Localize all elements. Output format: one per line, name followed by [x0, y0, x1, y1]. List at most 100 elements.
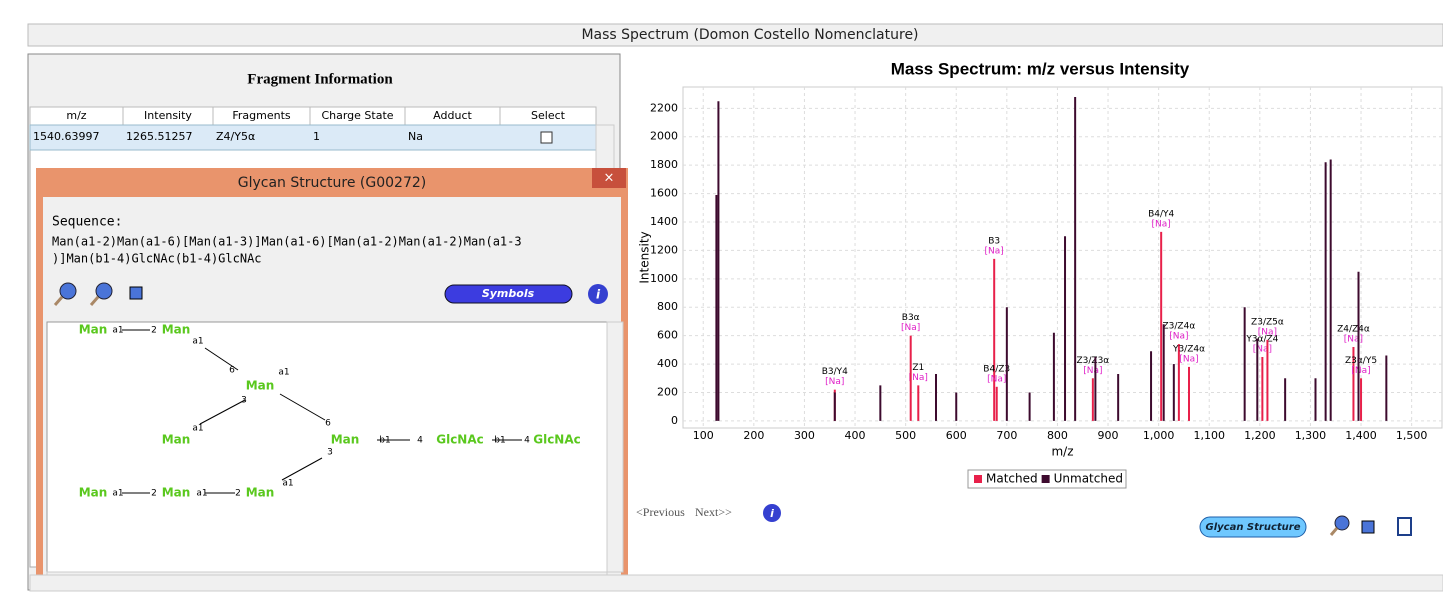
fit-icon[interactable] [1361, 520, 1375, 534]
y-tick-label: 2000 [650, 130, 678, 143]
linkage-label: 3 [241, 396, 247, 406]
column-header-label: Select [531, 109, 566, 122]
zoom-in-icon[interactable] [59, 282, 77, 300]
export-icon[interactable] [1397, 517, 1412, 536]
dialog-title: Glycan Structure (G00272) [238, 175, 427, 191]
edge [279, 393, 326, 421]
x-tick-label: 600 [946, 429, 967, 442]
peak-annotation: B4/Z3 [983, 364, 1010, 374]
y-tick-label: 200 [657, 385, 678, 398]
x-tick-label: 300 [794, 429, 815, 442]
glycan-node: Man [162, 323, 191, 337]
peak-annotation: Y3/Z4α [1172, 344, 1205, 354]
symbols-button[interactable] [444, 284, 573, 304]
x-axis-label: m/z [1051, 445, 1073, 459]
adduct-annotation: [Na] [1179, 354, 1198, 364]
linkage-label: 2 [151, 489, 157, 499]
glycan-node: Man [162, 486, 191, 500]
linkage-label: a1 [278, 368, 289, 378]
x-tick-label: 1,400 [1345, 429, 1377, 442]
peak-annotation: Z3α/Y5 [1345, 356, 1377, 366]
x-tick-label: 800 [1047, 429, 1068, 442]
glycan-structure-button[interactable] [1199, 516, 1307, 538]
x-tick-label: 500 [895, 429, 916, 442]
select-checkbox[interactable] [540, 131, 553, 144]
table-cell: Z4/Y5α [216, 130, 255, 143]
glycan-structure-label: Glycan Structure [1205, 522, 1300, 533]
linkage-label: a1 [192, 337, 203, 347]
column-header-label: Adduct [433, 109, 472, 122]
linkage-label: 2 [151, 326, 157, 336]
zoom-in-icon[interactable] [1334, 515, 1350, 531]
glycan-node: GlcNAc [436, 433, 484, 447]
adduct-annotation: [Na] [1083, 366, 1102, 376]
y-tick-label: 600 [657, 329, 678, 342]
toolbar [53, 282, 143, 306]
column-header-label: m/z [66, 109, 86, 122]
glycan-node: Man [246, 379, 275, 393]
y-tick-label: 1600 [650, 187, 678, 200]
plot-area [682, 86, 1443, 429]
linkage-label: 3 [327, 448, 333, 458]
sequence-line: Man(a1-2)Man(a1-6)[Man(a1-3)]Man(a1-6)[M… [52, 235, 522, 249]
legend-label: Unmatched [1054, 472, 1123, 486]
peak-annotation: B3/Y4 [822, 367, 848, 377]
table-row [29, 124, 597, 151]
glycan-node: GlcNAc [533, 433, 581, 447]
adduct-annotation: [Na] [909, 373, 928, 383]
linkage-label: 2 [235, 489, 241, 499]
legend-swatch [974, 475, 982, 483]
icon-handle [89, 296, 100, 306]
info-icon[interactable] [588, 284, 608, 304]
y-tick-label: 1000 [650, 272, 678, 285]
x-tick-label: 100 [693, 429, 714, 442]
peak-annotation: Y3α/Z4 [1245, 334, 1278, 344]
peak-annotation: Z3/Z5α [1251, 317, 1284, 327]
linkage-label: 6 [325, 419, 331, 429]
linkage-label: b1 [494, 436, 505, 446]
glycan-canvas [46, 321, 608, 573]
edge [281, 457, 323, 481]
legend-swatch [1041, 475, 1050, 483]
adduct-annotation: [Na] [901, 323, 920, 333]
adduct-annotation: [Na] [1253, 344, 1272, 354]
next-link[interactable]: Next>> [695, 505, 732, 519]
title-bar [27, 23, 1443, 47]
sequence-label: Sequence: [52, 215, 122, 230]
y-tick-label: 1400 [650, 215, 678, 228]
peak-annotation: B4/Y4 [1148, 209, 1174, 219]
info-glyph: i [596, 288, 601, 302]
glycan-node: Man [331, 433, 360, 447]
peak-annotation: Z1 [912, 363, 924, 373]
previous-link[interactable]: <Previous [636, 505, 685, 519]
adduct-annotation: [Na] [987, 374, 1006, 384]
zoom-out-icon[interactable] [95, 282, 113, 300]
fit-icon[interactable] [129, 286, 143, 300]
adduct-annotation: [Na] [1169, 332, 1188, 342]
table-cell: 1 [313, 130, 320, 143]
linkage-label: a1 [196, 489, 207, 499]
table-cell: Na [408, 130, 423, 143]
adduct-annotation: [Na] [1351, 366, 1370, 376]
chart-title: Mass Spectrum: m/z versus Intensity [891, 59, 1190, 78]
scrollbar[interactable] [606, 321, 624, 573]
linkage-label: a1 [192, 424, 203, 434]
x-tick-label: 1,300 [1295, 429, 1327, 442]
edge [199, 399, 246, 425]
column-header-label: Charge State [321, 109, 393, 122]
linkage-label: 4 [524, 436, 530, 446]
y-tick-label: 1800 [650, 158, 678, 171]
y-axis-label: Intensity [638, 231, 652, 283]
peak-annotation: B3 [988, 236, 1000, 246]
adduct-annotation: [Na] [1152, 219, 1171, 229]
legend-label: Matched [986, 472, 1038, 486]
glycan-node: Man [79, 323, 108, 337]
table-cell: 1540.63997 [33, 130, 99, 143]
y-tick-label: 800 [657, 300, 678, 313]
window-title: Mass Spectrum (Domon Costello Nomenclatu… [581, 27, 918, 43]
info-icon[interactable] [763, 504, 781, 522]
status-bar [29, 574, 1443, 592]
column-header-label: Intensity [144, 109, 192, 122]
close-button[interactable] [592, 168, 626, 188]
x-tick-label: 1,100 [1193, 429, 1225, 442]
